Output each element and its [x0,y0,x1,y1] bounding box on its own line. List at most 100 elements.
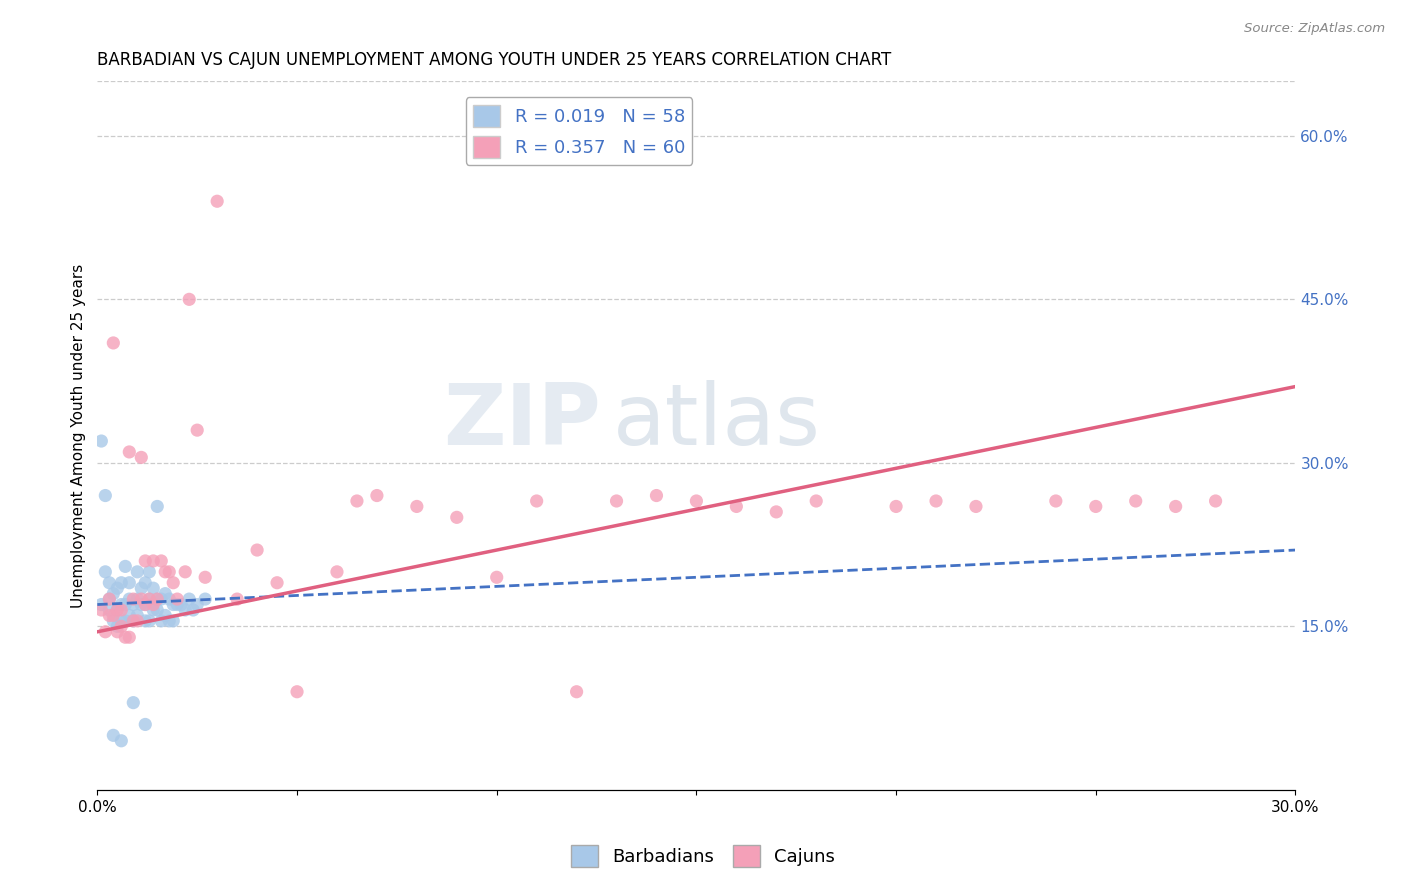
Point [122,614,145,628]
Point [146,500,169,514]
Point [127,614,149,628]
Point [110,619,132,633]
Point [162,575,184,590]
Point [162,614,184,628]
Point [98,608,121,623]
Point [645,489,668,503]
Point [127,608,149,623]
Point [150,554,173,568]
Point [1205,494,1227,508]
Point [142,598,165,612]
Point [103,728,125,742]
Point [806,494,828,508]
Point [122,592,145,607]
Point [134,598,156,612]
Point [122,614,145,628]
Point [446,510,468,524]
Point [118,445,141,459]
Point [965,500,987,514]
Point [1164,500,1187,514]
Point [194,592,217,607]
Point [157,592,180,607]
Text: BARBADIAN VS CAJUN UNEMPLOYMENT AMONG YOUTH UNDER 25 YEARS CORRELATION CHART: BARBADIAN VS CAJUN UNEMPLOYMENT AMONG YO… [97,51,891,69]
Point [103,587,125,601]
Point [110,733,132,747]
Point [226,592,249,607]
Point [186,598,208,612]
Point [685,494,707,508]
Point [105,624,128,639]
Point [122,598,145,612]
Point [118,630,141,644]
Point [346,494,368,508]
Point [129,581,152,595]
Point [155,608,177,623]
Point [884,500,907,514]
Point [134,717,156,731]
Point [155,587,177,601]
Point [138,592,160,607]
Point [105,619,128,633]
Point [94,489,117,503]
Y-axis label: Unemployment Among Youth under 25 years: Unemployment Among Youth under 25 years [72,263,86,607]
Point [110,598,132,612]
Point [138,565,160,579]
Point [174,603,197,617]
Point [150,592,173,607]
Point [166,598,188,612]
Point [565,684,588,698]
Point [157,565,180,579]
Text: atlas: atlas [613,380,821,463]
Point [98,592,121,607]
Point [162,598,184,612]
Point [186,423,208,437]
Point [94,624,117,639]
Text: Source: ZipAtlas.com: Source: ZipAtlas.com [1244,22,1385,36]
Point [1084,500,1107,514]
Point [98,592,121,607]
Point [105,603,128,617]
Point [405,500,427,514]
Point [118,592,141,607]
Point [129,450,152,465]
Point [326,565,349,579]
Point [98,575,121,590]
Point [114,614,136,628]
Point [166,592,188,607]
Point [142,581,165,595]
Point [1045,494,1067,508]
Point [765,505,787,519]
Point [157,614,180,628]
Point [266,575,288,590]
Point [134,614,156,628]
Point [181,603,204,617]
Point [94,565,117,579]
Point [129,592,152,607]
Point [103,614,125,628]
Point [179,592,201,607]
Point [118,608,141,623]
Legend: R = 0.019   N = 58, R = 0.357   N = 60: R = 0.019 N = 58, R = 0.357 N = 60 [465,97,692,165]
Point [110,603,132,617]
Point [105,603,128,617]
Point [118,575,141,590]
Point [134,575,156,590]
Point [98,603,121,617]
Point [146,603,169,617]
Point [170,598,193,612]
Point [90,598,112,612]
Point [194,570,217,584]
Point [725,500,748,514]
Point [155,565,177,579]
Point [105,581,128,595]
Text: ZIP: ZIP [443,380,600,463]
Point [246,543,269,558]
Point [146,592,169,607]
Point [606,494,628,508]
Point [134,554,156,568]
Legend: Barbadians, Cajuns: Barbadians, Cajuns [564,838,842,874]
Point [285,684,308,698]
Point [142,554,165,568]
Point [134,598,156,612]
Point [179,293,201,307]
